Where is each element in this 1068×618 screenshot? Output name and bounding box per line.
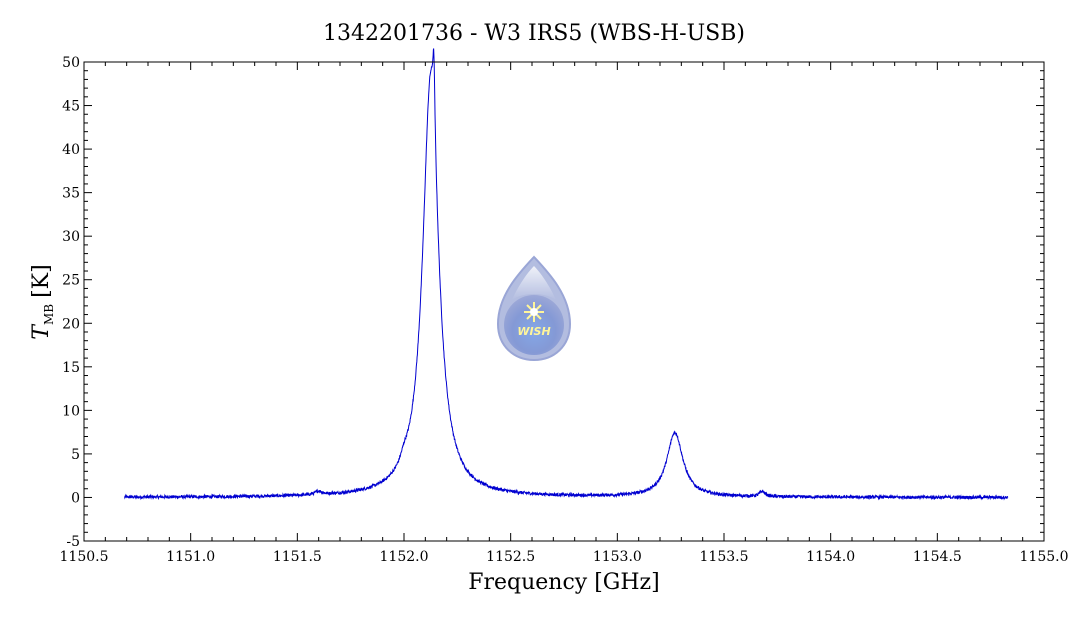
- x-tick-label: 1153.0: [593, 549, 642, 565]
- x-tick-label: 1153.5: [700, 549, 749, 565]
- y-tick-label: 50: [62, 55, 80, 71]
- y-tick-label: 30: [62, 229, 80, 245]
- x-tick-label: 1151.5: [273, 549, 322, 565]
- y-tick-label: 5: [71, 447, 80, 463]
- x-tick-label: 1152.0: [380, 549, 429, 565]
- x-tick-label: 1152.5: [486, 549, 535, 565]
- logo-text: WISH: [517, 325, 550, 338]
- y-tick-label: 10: [62, 403, 80, 419]
- x-tick-label: 1150.5: [60, 549, 109, 565]
- y-tick-label: 0: [71, 490, 80, 506]
- wish-logo: WISH: [496, 255, 572, 362]
- y-tick-label: 45: [62, 99, 80, 115]
- x-tick-label: 1151.0: [166, 549, 215, 565]
- y-tick-label: 20: [62, 316, 80, 332]
- plot-frame: [83, 61, 1045, 542]
- y-tick-label: -5: [66, 534, 80, 550]
- y-axis-label-unit: [K]: [29, 264, 54, 298]
- y-tick-label: 25: [62, 273, 80, 289]
- chart-title: 1342201736 - W3 IRS5 (WBS-H-USB): [323, 21, 745, 46]
- x-tick-label: 1155.0: [1020, 549, 1068, 565]
- x-axis-label: Frequency [GHz]: [468, 570, 660, 595]
- y-tick-label: 15: [62, 360, 80, 376]
- y-axis-label-sub: MB: [42, 304, 56, 325]
- y-axis-label: TMB [K]: [29, 264, 56, 339]
- spectrum-line: [124, 48, 1009, 501]
- y-tick-label: 35: [62, 186, 80, 202]
- x-tick-label: 1154.0: [806, 549, 855, 565]
- y-tick-label: 40: [62, 142, 80, 158]
- y-axis-label-main: T: [29, 323, 54, 340]
- x-tick-label: 1154.5: [913, 549, 962, 565]
